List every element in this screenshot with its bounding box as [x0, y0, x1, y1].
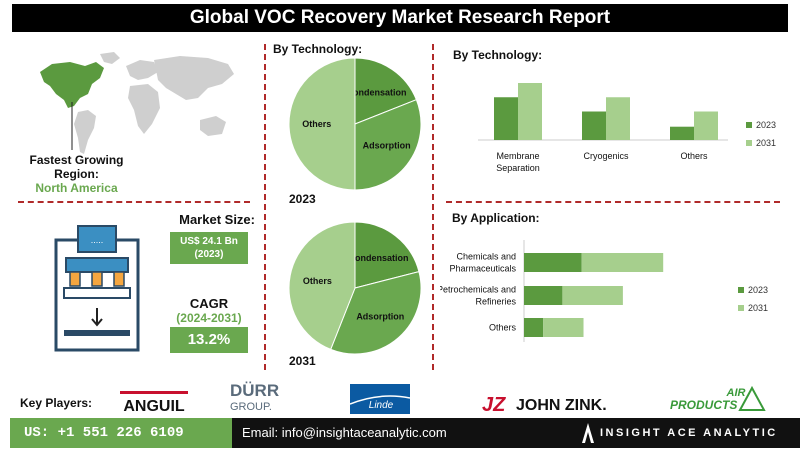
logo-anguil: ANGUIL: [118, 390, 192, 416]
app-bar-2031-0: [581, 253, 664, 272]
app-bar-2031-1: [562, 286, 623, 305]
svg-text:JOHN ZINK.: JOHN ZINK.: [516, 397, 607, 414]
region-value: North America: [35, 181, 118, 195]
map-greenland: [100, 52, 120, 64]
divider-left-horizontal: [18, 201, 250, 203]
bar-app-title: By Application:: [452, 211, 540, 225]
map-asia: [154, 56, 234, 100]
svg-text:AIR: AIR: [726, 387, 746, 399]
market-size-label: Market Size:: [179, 212, 255, 227]
pie-chart-2023: Condensation Adsorption Others: [288, 57, 422, 191]
email-contact[interactable]: Email: info@insightaceanalytic.com: [232, 418, 800, 448]
application-bar-chart: Chemicals and Pharmaceuticals Petrochemica…: [440, 240, 768, 342]
svg-text:GROUP.: GROUP.: [230, 401, 272, 413]
pie-2031-label-others: Others: [303, 276, 332, 286]
world-map: [30, 50, 245, 160]
pie-chart-2031: Condensation Adsorption Others: [288, 221, 422, 355]
svg-text:Linde: Linde: [369, 400, 394, 411]
logo-air-products: AIR PRODUCTS: [668, 384, 778, 416]
divider-right: [432, 44, 434, 370]
pie-2023-slice-condensation: [354, 57, 418, 125]
technology-bar-chart: Membrane Separation Cryogenics Others 2023 20…: [478, 83, 776, 173]
map-australia: [200, 116, 226, 136]
map-europe: [126, 60, 158, 80]
map-south-america: [74, 110, 96, 154]
app-category-label-1: Petrochemicals and: [440, 285, 516, 295]
pie-2023-label-condensation: Condensation: [347, 87, 407, 97]
app-category-label-0: Pharmaceuticals: [449, 264, 516, 274]
tech-category-label-0: Separation: [496, 163, 540, 173]
brand-icon: [580, 422, 596, 444]
logo-durr: DÜRR GROUP.: [228, 380, 288, 414]
tech-legend-label-2023: 2023: [756, 120, 776, 130]
svg-text:.....: .....: [91, 235, 104, 245]
map-africa: [128, 84, 160, 134]
pie-2023-label-others: Others: [302, 119, 331, 129]
divider-left: [264, 44, 266, 370]
tech-legend-swatch-2023: [746, 122, 752, 128]
cagr-value: 13.2%: [170, 327, 248, 353]
logo-linde: Linde: [349, 384, 411, 414]
divider-right-horizontal: [446, 201, 780, 203]
app-legend-label-2031: 2031: [748, 303, 768, 313]
svg-text:PRODUCTS: PRODUCTS: [670, 398, 737, 412]
app-bar-2023-1: [524, 286, 563, 305]
region-label: Fastest Growing Region:: [29, 153, 124, 181]
pie-2023-slice-others: [288, 57, 356, 191]
app-category-label-0: Chemicals and: [456, 252, 516, 262]
tech-category-label-0: Membrane: [496, 151, 539, 161]
pie-section-title: By Technology:: [273, 42, 363, 56]
app-bar-2031-2: [543, 318, 584, 337]
svg-text:ANGUIL: ANGUIL: [123, 398, 185, 415]
voc-machine-illustration: .....: [52, 222, 142, 352]
pie-2031-year: 2031: [289, 354, 316, 368]
pie-2023-label-adsorption: Adsorption: [363, 141, 411, 151]
bar-tech-title: By Technology:: [453, 48, 543, 62]
pie-2031-slice-adsorption: [330, 270, 422, 355]
app-category-label-2: Others: [489, 323, 517, 333]
tech-legend-swatch-2031: [746, 140, 752, 146]
tech-bar-2031-2: [694, 111, 718, 140]
pie-2023-slice-adsorption: [354, 99, 422, 191]
svg-text:JZ: JZ: [482, 394, 506, 416]
pie-2031-slice-condensation: [354, 221, 420, 289]
tech-bar-2023-1: [582, 111, 606, 140]
cagr-label: CAGR: [189, 296, 229, 311]
logo-john-zink: JZ JOHN ZINK.: [480, 390, 630, 418]
pie-2023-year: 2023: [289, 192, 316, 206]
cagr-period: (2024-2031): [176, 311, 242, 325]
app-legend-swatch-2023: [738, 287, 744, 293]
app-legend-label-2023: 2023: [748, 285, 768, 295]
market-size-box: US$ 24.1 Bn (2023): [170, 232, 248, 264]
market-size-value: US$ 24.1 Bn: [180, 236, 238, 247]
tech-category-label-1: Cryogenics: [583, 151, 629, 161]
phone-contact[interactable]: US: +1 551 226 6109: [10, 418, 232, 448]
tech-category-label-2: Others: [680, 151, 708, 161]
app-category-label-1: Refineries: [475, 297, 516, 307]
tech-legend-label-2031: 2031: [756, 138, 776, 148]
tech-bar-2023-0: [494, 97, 518, 140]
app-bar-2023-0: [524, 253, 582, 272]
app-bar-2023-2: [524, 318, 544, 337]
tech-bar-2031-0: [518, 83, 542, 140]
map-north-america: [40, 62, 104, 108]
market-size-year: (2023): [194, 249, 224, 260]
pie-2031-slice-others: [288, 221, 356, 351]
pie-2031-label-condensation: Condensation: [348, 253, 408, 263]
tech-bar-2031-1: [606, 97, 630, 140]
tech-bar-2023-2: [670, 126, 694, 140]
svg-text:DÜRR: DÜRR: [230, 381, 279, 400]
pie-2031-label-adsorption: Adsorption: [356, 312, 404, 322]
report-title: Global VOC Recovery Market Research Repo…: [12, 4, 788, 32]
app-legend-swatch-2031: [738, 305, 744, 311]
brand-name: INSIGHT ACE ANALYTIC: [600, 427, 778, 439]
key-players-label: Key Players:: [20, 396, 93, 410]
